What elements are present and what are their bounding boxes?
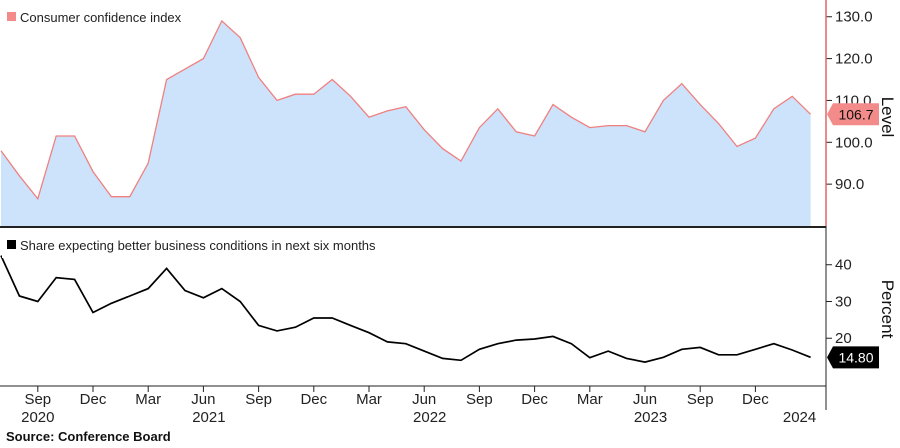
upper-tick-label: 90.0 <box>835 176 864 193</box>
x-tick-label: Sep <box>466 391 493 408</box>
upper-legend-box <box>2 5 196 30</box>
lower-legend-box <box>2 233 414 258</box>
consumer-confidence-line <box>0 19 812 201</box>
lower-legend: Share expecting better business conditio… <box>2 233 414 258</box>
x-year-label: 2021 <box>192 409 225 426</box>
upper-last-value-tag-shape <box>827 103 879 126</box>
x-year-label: 2020 <box>21 409 54 426</box>
lower-last-value-label: 14.80 <box>838 349 873 365</box>
x-year-label: 2024 <box>783 409 816 426</box>
upper-tick-label: 100.0 <box>835 134 873 151</box>
lower-axis-title: Percent <box>878 280 897 339</box>
x-tick-label: Mar <box>356 391 382 408</box>
lower-last-value-tag: 14.80 <box>827 346 879 369</box>
lower-legend-label: Share expecting better business conditio… <box>20 238 376 253</box>
lower-last-value-tag-shape <box>827 346 879 369</box>
upper-axis-title: Level <box>878 97 897 138</box>
upper-tick-label: 120.0 <box>835 51 873 68</box>
x-tick-label: Jun <box>412 391 436 408</box>
upper-legend-swatch <box>7 12 16 21</box>
upper-legend-label: Consumer confidence index <box>20 10 182 25</box>
x-tick-label: Mar <box>135 391 161 408</box>
x-year-label: 2022 <box>413 409 446 426</box>
x-tick-label: Dec <box>521 391 548 408</box>
x-tick-label: Jun <box>633 391 657 408</box>
upper-legend: Consumer confidence index <box>2 5 196 30</box>
x-tick-label: Dec <box>80 391 107 408</box>
x-tick-label: Sep <box>245 391 272 408</box>
x-tick-label: Dec <box>300 391 327 408</box>
source-note: Source: Conference Board <box>6 429 171 444</box>
x-tick-label: Jun <box>191 391 215 408</box>
lower-tick-label: 40 <box>835 257 852 274</box>
lower-panel: 20 30 40 Share expecting better business c… <box>0 233 897 369</box>
lower-y-ticks: 20 30 40 <box>826 257 852 347</box>
upper-last-value-tag: 106.7 <box>827 103 879 126</box>
lower-legend-swatch <box>7 240 16 249</box>
lower-tick-label: 20 <box>835 330 852 347</box>
x-tick-label: Dec <box>742 391 769 408</box>
upper-tick-label: 130.0 <box>835 9 873 26</box>
x-year-label: 2023 <box>634 409 667 426</box>
business-conditions-line <box>0 255 811 363</box>
consumer-confidence-area <box>1 20 811 227</box>
x-tick-label: Sep <box>687 391 714 408</box>
x-axis: Sep Dec Mar Jun Sep Dec Mar Jun Sep Dec Mar Jun Sep D… <box>0 385 826 426</box>
x-tick-label: Sep <box>24 391 51 408</box>
x-tick-label: Mar <box>577 391 603 408</box>
upper-last-value-label: 106.7 <box>838 106 873 122</box>
lower-tick-label: 30 <box>835 293 852 310</box>
